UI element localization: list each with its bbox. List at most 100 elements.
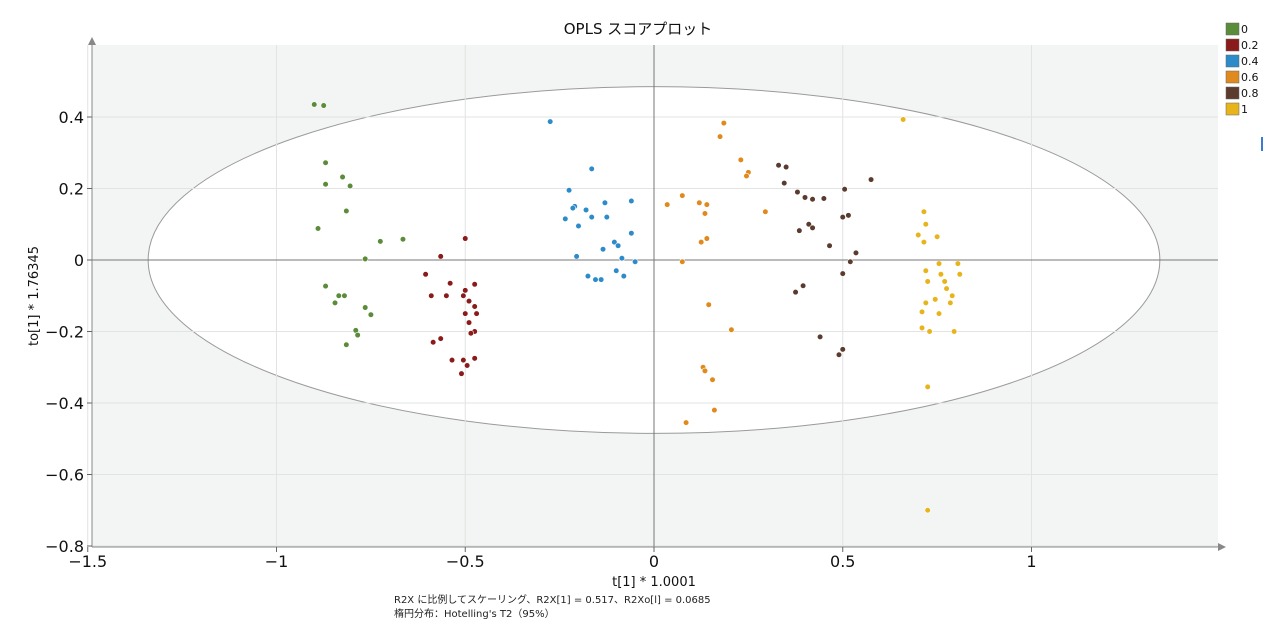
x-tick-label: −1 bbox=[265, 552, 289, 571]
y-tick-label: 0.2 bbox=[59, 180, 84, 199]
point-0.6-8 bbox=[703, 201, 710, 208]
x-tick-label: 0.5 bbox=[830, 552, 855, 571]
point-0.4-6 bbox=[601, 199, 609, 206]
point-1-5 bbox=[920, 239, 928, 246]
point-0.8-9 bbox=[845, 212, 852, 219]
point-0.4-7 bbox=[628, 197, 635, 205]
series-1 bbox=[900, 116, 963, 514]
point-0.4-9 bbox=[562, 215, 569, 222]
point-1-7 bbox=[935, 260, 943, 267]
series-0.4 bbox=[547, 118, 639, 283]
x-axis-label: t[1] * 1.0001 bbox=[612, 575, 696, 590]
point-0.4-15 bbox=[599, 246, 607, 253]
point-0.4-12 bbox=[628, 230, 635, 237]
point-0.4-8 bbox=[588, 214, 595, 221]
point-0.2-15 bbox=[467, 330, 475, 337]
point-0.8-1 bbox=[783, 163, 790, 171]
point-0.8-18 bbox=[800, 282, 807, 289]
y-axis-ticks: −0.8 −0.6 −0.4 −0.2 0 0.2 0.4 bbox=[45, 108, 92, 556]
point-0.8-12 bbox=[809, 224, 816, 231]
series-0 bbox=[311, 101, 407, 348]
point-0-2 bbox=[322, 159, 329, 166]
point-1-19 bbox=[918, 308, 926, 315]
point-0.8-4 bbox=[781, 180, 788, 187]
y-tick-label: −0.2 bbox=[45, 323, 84, 342]
point-0.8-14 bbox=[826, 242, 833, 249]
point-0.4-4 bbox=[569, 205, 576, 212]
point-0.6-2 bbox=[737, 156, 744, 163]
point-0.4-18 bbox=[632, 258, 639, 265]
point-0.4-22 bbox=[598, 276, 605, 283]
legend: 0 0.2 0.4 0.6 0.8 1 bbox=[1225, 22, 1259, 116]
point-0-16 bbox=[367, 311, 374, 318]
point-1-13 bbox=[943, 285, 950, 292]
point-0-15 bbox=[362, 304, 369, 311]
point-1-0 bbox=[900, 116, 907, 123]
point-1-15 bbox=[932, 296, 939, 303]
point-0.8-19 bbox=[792, 289, 799, 296]
point-1-3 bbox=[915, 231, 922, 239]
point-0-3 bbox=[339, 173, 346, 181]
point-0-4 bbox=[322, 181, 329, 188]
scaling-note: R2X に比例してスケーリング、R2X[1] = 0.517、R2Xo[l] =… bbox=[394, 593, 711, 606]
legend-label-1: 1 bbox=[1241, 103, 1248, 116]
point-0.8-20 bbox=[816, 333, 824, 340]
y-tick-label: −0.4 bbox=[45, 394, 84, 413]
x-tick-label: 0 bbox=[649, 552, 659, 571]
y-tick-label: −0.6 bbox=[45, 466, 84, 485]
point-0.4-19 bbox=[613, 267, 620, 274]
point-0.2-4 bbox=[471, 281, 478, 288]
point-1-18 bbox=[935, 310, 943, 317]
point-0.8-5 bbox=[794, 188, 801, 196]
point-0-19 bbox=[343, 341, 350, 348]
point-1-9 bbox=[937, 271, 945, 278]
point-0.2-18 bbox=[448, 357, 456, 364]
legend-swatch-0 bbox=[1225, 22, 1240, 36]
point-0.8-0 bbox=[775, 162, 782, 169]
y-tick-label: −0.8 bbox=[45, 537, 84, 556]
point-1-2 bbox=[922, 221, 929, 228]
point-1-21 bbox=[926, 328, 933, 335]
point-0.2-17 bbox=[430, 339, 437, 346]
point-1-1 bbox=[920, 208, 928, 215]
point-0.2-12 bbox=[473, 310, 480, 317]
point-0.2-2 bbox=[422, 271, 429, 278]
point-0.6-10 bbox=[762, 208, 769, 215]
point-0.6-15 bbox=[728, 326, 735, 333]
data-points bbox=[311, 101, 963, 514]
point-0.4-10 bbox=[575, 222, 582, 230]
legend-label-0.4: 0.4 bbox=[1241, 55, 1259, 68]
legend-label-0: 0 bbox=[1241, 23, 1248, 36]
chart-title: OPLS スコアプロット bbox=[564, 20, 713, 38]
point-0.2-16 bbox=[437, 335, 444, 342]
legend-swatch-0.4 bbox=[1225, 54, 1240, 68]
point-0.8-2 bbox=[867, 176, 875, 183]
point-0.2-1 bbox=[437, 253, 444, 260]
point-0.6-18 bbox=[709, 376, 716, 383]
point-0-7 bbox=[314, 225, 322, 232]
point-0.2-8 bbox=[460, 292, 467, 299]
point-0.8-13 bbox=[796, 227, 803, 234]
point-0.4-2 bbox=[565, 187, 573, 194]
legend-label-0.8: 0.8 bbox=[1241, 87, 1259, 100]
point-0.2-22 bbox=[458, 370, 465, 377]
point-0.2-20 bbox=[471, 355, 478, 362]
point-0.4-13 bbox=[611, 239, 618, 246]
point-0.2-11 bbox=[462, 310, 469, 317]
point-0.2-10 bbox=[471, 303, 478, 310]
series-0.8 bbox=[775, 162, 875, 358]
point-0.6-4 bbox=[743, 172, 750, 180]
point-0.8-8 bbox=[820, 195, 827, 202]
point-0.4-23 bbox=[620, 272, 627, 280]
y-axis-label: to[1] * 1.76345 bbox=[27, 246, 42, 346]
point-0-12 bbox=[341, 292, 348, 299]
point-1-11 bbox=[924, 278, 931, 285]
point-0-0 bbox=[311, 101, 318, 108]
point-0.8-21 bbox=[839, 346, 846, 353]
point-0.2-6 bbox=[428, 292, 435, 299]
point-0.6-11 bbox=[698, 239, 705, 246]
point-1-8 bbox=[922, 267, 929, 274]
x-tick-label: 1 bbox=[1026, 552, 1036, 571]
x-axis-arrow bbox=[1218, 543, 1226, 551]
point-0.4-17 bbox=[618, 255, 626, 262]
